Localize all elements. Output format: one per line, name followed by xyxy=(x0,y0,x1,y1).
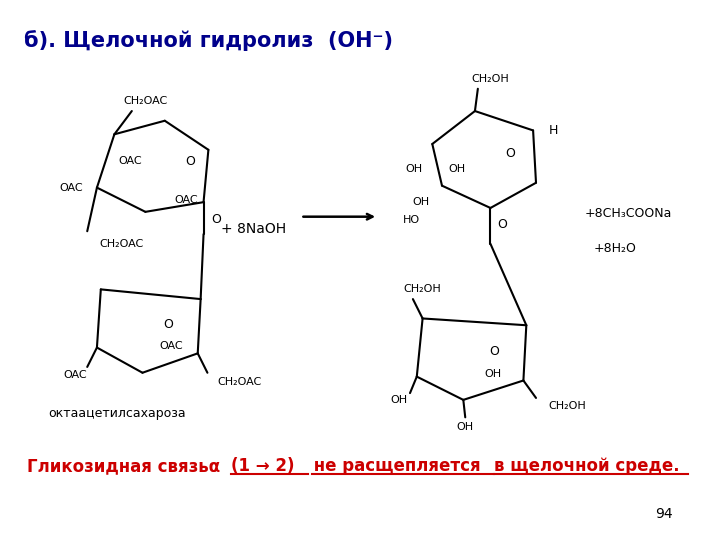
Text: OH: OH xyxy=(413,197,429,207)
Text: O: O xyxy=(185,155,195,168)
Text: OH: OH xyxy=(485,369,502,379)
Text: OAC: OAC xyxy=(118,157,142,166)
Text: H: H xyxy=(549,124,558,137)
Text: CH₂OH: CH₂OH xyxy=(549,401,586,411)
Text: OAC: OAC xyxy=(159,341,183,350)
Text: OH: OH xyxy=(448,164,465,174)
Text: OAC: OAC xyxy=(60,183,84,193)
Text: O: O xyxy=(490,345,499,358)
Text: O: O xyxy=(505,147,515,160)
Text: CH₂OH: CH₂OH xyxy=(472,74,509,84)
Text: HO: HO xyxy=(402,214,420,225)
Text: O: O xyxy=(163,318,174,331)
Text: + 8NaOH: + 8NaOH xyxy=(221,222,287,237)
Text: не расщепляется: не расщепляется xyxy=(308,457,487,475)
Text: OAC: OAC xyxy=(174,195,198,205)
Text: (1 → 2): (1 → 2) xyxy=(230,457,294,475)
Text: OAC: OAC xyxy=(63,370,87,380)
Text: в щелочной среде.: в щелочной среде. xyxy=(495,457,680,475)
Text: O: O xyxy=(498,218,507,231)
Text: октаацетилсахароза: октаацетилсахароза xyxy=(48,407,186,420)
Text: Гликозидная связьα: Гликозидная связьα xyxy=(27,457,220,475)
Text: OH: OH xyxy=(390,395,407,405)
Text: CH₂OAC: CH₂OAC xyxy=(123,96,168,106)
Text: O: O xyxy=(211,213,221,226)
Text: 94: 94 xyxy=(655,508,672,522)
Text: CH₂OH: CH₂OH xyxy=(404,285,441,294)
Text: +8H₂O: +8H₂O xyxy=(594,242,637,255)
Text: CH₂OAC: CH₂OAC xyxy=(100,239,144,249)
Text: OH: OH xyxy=(456,422,474,432)
Text: OH: OH xyxy=(405,164,423,174)
Text: CH₂OAC: CH₂OAC xyxy=(217,377,261,387)
Text: +8CH₃COONa: +8CH₃COONa xyxy=(585,207,672,220)
Text: б). Щелочной гидролиз  (ОН⁻): б). Щелочной гидролиз (ОН⁻) xyxy=(24,30,393,51)
